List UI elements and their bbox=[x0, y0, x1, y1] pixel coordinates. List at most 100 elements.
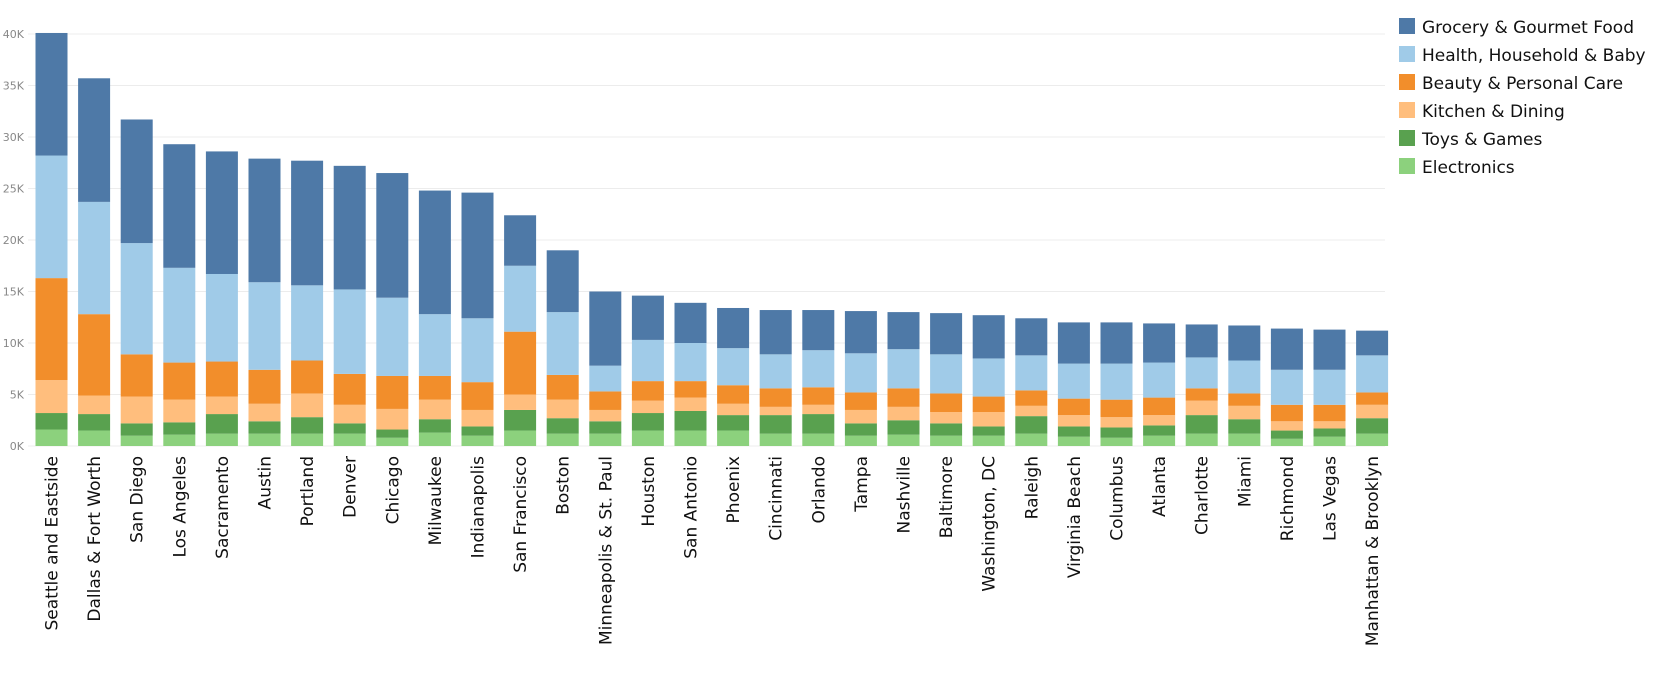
bar-segment[interactable] bbox=[333, 289, 366, 374]
bar-stack[interactable] bbox=[333, 165, 366, 446]
bar-segment[interactable] bbox=[418, 399, 451, 420]
bar-segment[interactable] bbox=[120, 119, 153, 244]
bar-segment[interactable] bbox=[461, 435, 494, 446]
bar-segment[interactable] bbox=[930, 393, 963, 413]
bar-segment[interactable] bbox=[1228, 419, 1261, 434]
bar-segment[interactable] bbox=[589, 409, 622, 422]
bar-segment[interactable] bbox=[78, 395, 111, 415]
bar-segment[interactable] bbox=[759, 310, 792, 355]
bar-segment[interactable] bbox=[35, 155, 68, 279]
bar-segment[interactable] bbox=[802, 350, 835, 388]
bar-segment[interactable] bbox=[504, 409, 537, 431]
bar-segment[interactable] bbox=[674, 302, 707, 343]
bar-stack[interactable] bbox=[418, 190, 451, 446]
bar-segment[interactable] bbox=[376, 173, 409, 298]
bar-segment[interactable] bbox=[1143, 425, 1176, 436]
bar-segment[interactable] bbox=[205, 151, 238, 274]
bar-stack[interactable] bbox=[1228, 325, 1261, 446]
bar-stack[interactable] bbox=[291, 160, 324, 446]
bar-segment[interactable] bbox=[120, 354, 153, 397]
bar-segment[interactable] bbox=[717, 415, 750, 431]
bar-segment[interactable] bbox=[1100, 363, 1133, 400]
bar-segment[interactable] bbox=[1228, 405, 1261, 420]
bar-segment[interactable] bbox=[1356, 433, 1389, 446]
bar-segment[interactable] bbox=[674, 381, 707, 398]
bar-segment[interactable] bbox=[589, 391, 622, 410]
bar-segment[interactable] bbox=[802, 404, 835, 415]
bar-segment[interactable] bbox=[1143, 415, 1176, 426]
bar-stack[interactable] bbox=[1270, 328, 1303, 446]
bar-segment[interactable] bbox=[291, 393, 324, 418]
bar-segment[interactable] bbox=[205, 396, 238, 415]
bar-stack[interactable] bbox=[717, 307, 750, 446]
bar-segment[interactable] bbox=[930, 313, 963, 355]
bar-stack[interactable] bbox=[35, 32, 68, 446]
bar-segment[interactable] bbox=[1100, 322, 1133, 364]
bar-segment[interactable] bbox=[376, 429, 409, 438]
bar-segment[interactable] bbox=[546, 312, 579, 375]
bar-stack[interactable] bbox=[120, 119, 153, 446]
bar-segment[interactable] bbox=[248, 421, 281, 434]
bar-segment[interactable] bbox=[504, 265, 537, 332]
bar-segment[interactable] bbox=[887, 349, 920, 389]
bar-segment[interactable] bbox=[674, 410, 707, 431]
bar-segment[interactable] bbox=[248, 433, 281, 446]
bar-segment[interactable] bbox=[1185, 415, 1218, 434]
bar-segment[interactable] bbox=[844, 311, 877, 354]
bar-segment[interactable] bbox=[1057, 398, 1090, 416]
legend-item[interactable]: Kitchen & Dining bbox=[1399, 102, 1565, 122]
bar-segment[interactable] bbox=[163, 144, 196, 268]
bar-segment[interactable] bbox=[1015, 405, 1048, 417]
bar-segment[interactable] bbox=[1057, 436, 1090, 446]
bar-segment[interactable] bbox=[674, 343, 707, 382]
legend-item[interactable]: Beauty & Personal Care bbox=[1399, 74, 1623, 94]
bar-segment[interactable] bbox=[887, 312, 920, 350]
bar-segment[interactable] bbox=[1356, 355, 1389, 393]
bar-segment[interactable] bbox=[461, 409, 494, 427]
bar-segment[interactable] bbox=[1356, 404, 1389, 419]
bar-stack[interactable] bbox=[1143, 323, 1176, 446]
bar-stack[interactable] bbox=[1356, 330, 1389, 446]
bar-segment[interactable] bbox=[291, 417, 324, 434]
bar-segment[interactable] bbox=[1313, 436, 1346, 446]
bar-segment[interactable] bbox=[78, 414, 111, 431]
bar-segment[interactable] bbox=[972, 315, 1005, 359]
bar-segment[interactable] bbox=[1313, 404, 1346, 422]
bar-segment[interactable] bbox=[930, 423, 963, 436]
bar-stack[interactable] bbox=[461, 192, 494, 446]
bar-segment[interactable] bbox=[504, 331, 537, 395]
bar-stack[interactable] bbox=[504, 215, 537, 446]
bar-segment[interactable] bbox=[163, 422, 196, 435]
bar-segment[interactable] bbox=[120, 396, 153, 424]
bar-segment[interactable] bbox=[589, 291, 622, 366]
bar-segment[interactable] bbox=[546, 374, 579, 400]
bar-segment[interactable] bbox=[163, 267, 196, 363]
bar-segment[interactable] bbox=[1313, 428, 1346, 437]
bar-segment[interactable] bbox=[1270, 438, 1303, 446]
bar-segment[interactable] bbox=[759, 415, 792, 434]
bar-segment[interactable] bbox=[1143, 397, 1176, 416]
bar-stack[interactable] bbox=[546, 250, 579, 446]
bar-segment[interactable] bbox=[418, 375, 451, 400]
bar-stack[interactable] bbox=[802, 310, 835, 446]
bar-segment[interactable] bbox=[1100, 427, 1133, 438]
bar-segment[interactable] bbox=[78, 314, 111, 396]
bar-segment[interactable] bbox=[291, 360, 324, 394]
bar-segment[interactable] bbox=[631, 430, 664, 446]
bar-segment[interactable] bbox=[887, 388, 920, 407]
bar-segment[interactable] bbox=[1228, 393, 1261, 406]
bar-segment[interactable] bbox=[1100, 437, 1133, 446]
bar-segment[interactable] bbox=[78, 430, 111, 446]
bar-segment[interactable] bbox=[1228, 433, 1261, 446]
bar-segment[interactable] bbox=[1143, 435, 1176, 446]
bar-segment[interactable] bbox=[376, 297, 409, 376]
bar-segment[interactable] bbox=[205, 414, 238, 434]
bar-segment[interactable] bbox=[546, 250, 579, 313]
bar-segment[interactable] bbox=[504, 394, 537, 410]
bar-stack[interactable] bbox=[1100, 322, 1133, 446]
bar-segment[interactable] bbox=[461, 318, 494, 383]
bar-segment[interactable] bbox=[1015, 416, 1048, 434]
bar-segment[interactable] bbox=[930, 412, 963, 424]
bar-segment[interactable] bbox=[717, 348, 750, 386]
bar-segment[interactable] bbox=[163, 362, 196, 400]
